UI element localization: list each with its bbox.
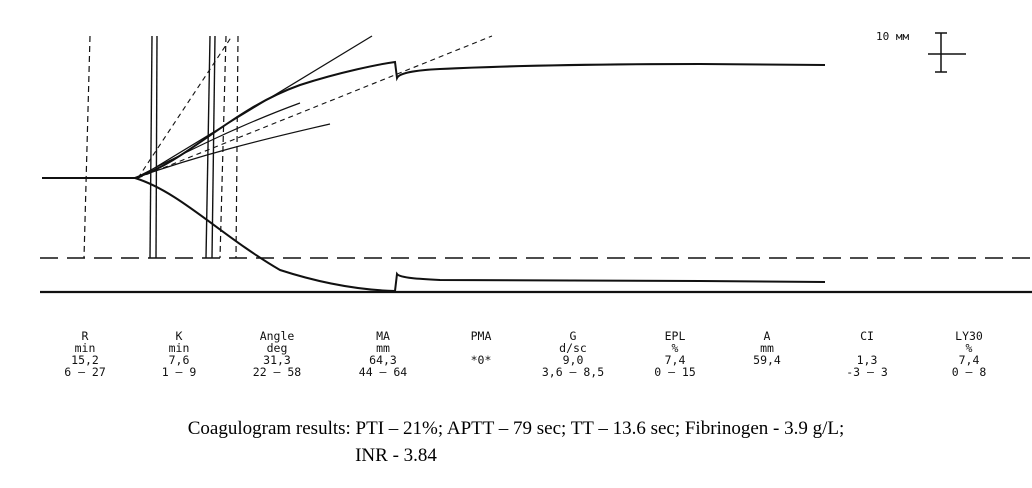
curve-cross-strand-2 (134, 123, 331, 179)
upper-trace (42, 60, 826, 179)
teg-tracing (40, 32, 1032, 294)
param-r: R min 15,2 6 — 27 (40, 330, 130, 378)
param-name: G (569, 329, 577, 343)
param-value: 64,3 (369, 353, 397, 367)
param-value: 7,4 (664, 353, 686, 367)
param-ci: CI 1,3 -3 — 3 (822, 330, 912, 378)
param-name: PMA (470, 329, 492, 343)
param-value: 7,6 (168, 353, 190, 367)
param-name: LY30 (955, 329, 983, 343)
param-range: 1 — 9 (161, 365, 197, 379)
coagulogram-line-2: INR - 3.84 (355, 445, 437, 466)
param-name: Angle (259, 329, 295, 343)
param-unit: d/sc (559, 341, 587, 355)
param-a: A mm 59,4 (722, 330, 812, 378)
dotted-tangent-2 (137, 35, 493, 179)
param-range: 22 — 58 (252, 365, 302, 379)
param-g: G d/sc 9,0 3,6 — 8,5 (528, 330, 618, 378)
param-pma: PMA *0* (436, 330, 526, 378)
dotted-tangent-1 (137, 35, 233, 179)
param-value: 7,4 (958, 353, 980, 367)
teg-curve (42, 60, 826, 293)
angle-marker-line-1 (205, 35, 211, 259)
param-range (722, 366, 812, 378)
param-range: 0 — 15 (654, 365, 696, 379)
param-unit: mm (376, 341, 390, 355)
param-k: K min 7,6 1 — 9 (134, 330, 224, 378)
scale-label: 10 мм (876, 30, 910, 43)
param-ma: MA mm 64,3 44 — 64 (338, 330, 428, 378)
param-value: 1,3 (856, 353, 878, 367)
lower-trace (42, 177, 826, 293)
param-name: K (175, 329, 183, 343)
coagulogram-line-1: Coagulogram results: PTI – 21%; APTT – 7… (187, 418, 845, 439)
param-range: 44 — 64 (358, 365, 408, 379)
param-ly30: LY30 % 7,4 0 — 8 (924, 330, 1014, 378)
param-name: MA (376, 329, 390, 343)
parameter-table: R min 15,2 6 — 27 K min 7,6 1 — 9 Angle … (0, 330, 1032, 400)
scale-marker (928, 32, 966, 73)
reference-lines (40, 35, 1032, 294)
param-name: A (763, 329, 771, 343)
param-range: 6 — 27 (64, 365, 106, 379)
param-value: 15,2 (71, 353, 99, 367)
ma-marker-line-1 (219, 35, 227, 259)
curve-cross-strand-1 (134, 102, 301, 179)
param-unit: deg (266, 341, 288, 355)
param-name: CI (860, 329, 874, 343)
param-unit: mm (760, 341, 774, 355)
param-range: 0 — 8 (951, 365, 987, 379)
param-value: *0* (470, 353, 492, 367)
param-epl: EPL % 7,4 0 — 15 (630, 330, 720, 378)
k-marker-line-1 (149, 35, 153, 259)
k-marker-line-2 (155, 35, 158, 259)
param-name: EPL (664, 329, 686, 343)
param-unit: min (168, 341, 190, 355)
param-range (436, 366, 526, 378)
param-angle: Angle deg 31,3 22 — 58 (232, 330, 322, 378)
param-unit: % (671, 341, 679, 355)
param-name: R (81, 329, 89, 343)
param-value: 31,3 (263, 353, 291, 367)
param-value: 9,0 (562, 353, 584, 367)
param-unit: min (74, 341, 96, 355)
param-range: -3 — 3 (846, 365, 888, 379)
angle-marker-line-2 (211, 35, 216, 259)
param-value: 59,4 (753, 353, 781, 367)
param-unit: % (965, 341, 973, 355)
param-range: 3,6 — 8,5 (541, 365, 605, 379)
r-marker-line (83, 35, 91, 259)
